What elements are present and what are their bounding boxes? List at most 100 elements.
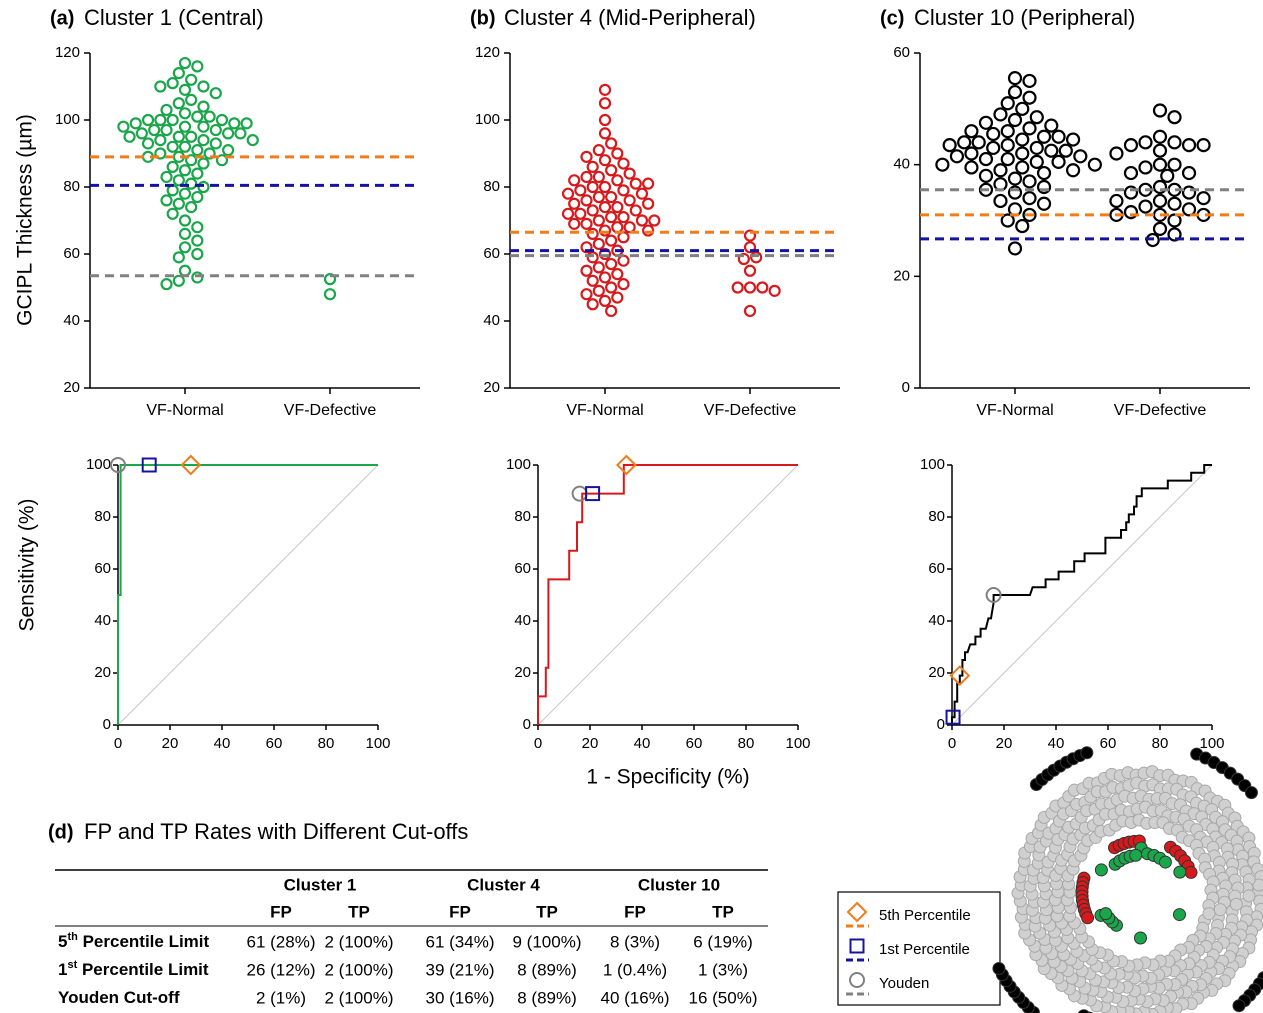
data-point [129,117,142,130]
table-cell: 30 (16%) [426,988,495,1007]
y-tick-label: 120 [55,44,80,61]
data-point [1022,207,1037,223]
data-point [1152,143,1168,158]
data-point [1123,205,1139,220]
data-point [215,113,229,127]
data-point [172,251,185,264]
data-point [964,160,979,175]
data-point [1000,96,1015,111]
data-point [1036,179,1052,195]
row-ordinal: 5 [58,932,67,951]
table-cell: 2 (100%) [325,988,394,1007]
data-point [178,107,192,120]
data-point [141,113,155,127]
data-point [1036,196,1052,211]
data-point [215,154,229,167]
data-point [1029,154,1044,169]
y-tick-label: 20 [63,379,80,396]
x-tick-label: 100 [365,735,390,752]
row-label: Youden Cut-off [58,988,180,1007]
table-subheader: TP [348,902,370,921]
data-point [191,60,204,73]
data-point [586,180,599,194]
data-point [191,144,204,157]
x-tick-label: 20 [996,735,1013,752]
data-point [623,221,636,234]
x-axis-label: 1 - Specificity (%) [586,766,749,789]
data-point [986,126,1001,142]
row-text: Percentile Limit [77,960,209,979]
data-point [1152,221,1168,236]
data-point [942,138,957,153]
marker-circle [985,587,1002,603]
data-point [166,113,179,127]
data-point [1167,196,1182,211]
marker-diamond [180,454,202,476]
data-point [768,284,781,297]
data-point [561,207,575,220]
data-point [1015,132,1030,147]
x-tick-label: 80 [738,735,755,752]
retina-dot [1080,746,1094,760]
data-point [935,157,950,172]
table-cell: 1 (3%) [698,960,748,979]
data-point [598,127,612,140]
marker-circle [110,457,126,473]
table-cell: 2 (100%) [325,932,394,951]
data-point [1109,146,1124,161]
table-subheader: TP [712,902,734,921]
marker-diamond [615,454,637,476]
data-point [1138,199,1153,214]
data-point [592,190,605,204]
data-point [197,120,210,133]
data-point [993,163,1008,178]
data-point [978,168,994,183]
data-point [185,93,198,107]
panel-title: Cluster 10 (Peripheral) [914,5,1135,30]
x-tick-label: 40 [634,735,651,752]
table-cell: 8 (3%) [610,932,660,951]
data-point [197,100,210,113]
data-point [629,204,642,217]
row-text: Percentile Limit [78,932,210,951]
data-point [605,137,618,150]
legend-label: 1st Percentile [879,941,970,958]
data-point [743,264,757,277]
data-point [1138,135,1153,150]
data-point [166,77,179,90]
data-point [1196,191,1211,206]
marker-square [945,709,961,725]
data-point [160,278,173,291]
data-point [971,135,986,150]
data-point [185,73,198,86]
data-point [574,184,587,197]
data-point [154,134,167,147]
y-tick-label: 80 [514,508,531,525]
data-point [209,137,222,150]
y-tick-label: 100 [920,456,945,473]
y-tick-label: 20 [893,267,910,284]
y-tick-label: 20 [514,664,531,681]
data-point [160,194,173,207]
data-point [1152,179,1168,195]
marker-circle [849,972,865,988]
x-tick-label: VF-Normal [976,402,1053,419]
table-cell: 2 (1%) [256,988,306,1007]
data-point [580,264,593,277]
data-point [611,268,624,281]
data-point [191,110,204,123]
data-point [172,174,185,187]
roc-curve [117,464,378,725]
data-point [635,187,649,200]
data-point [617,278,630,291]
data-point [586,160,599,173]
legend-label: Youden [879,975,929,992]
data-point [1167,157,1182,172]
y-tick-label: 60 [928,560,945,577]
y-tick-label: 40 [514,612,531,629]
data-point [978,115,994,130]
data-point [743,281,757,294]
data-point [580,150,593,163]
retina-dot [1081,911,1095,925]
data-point [178,120,192,133]
